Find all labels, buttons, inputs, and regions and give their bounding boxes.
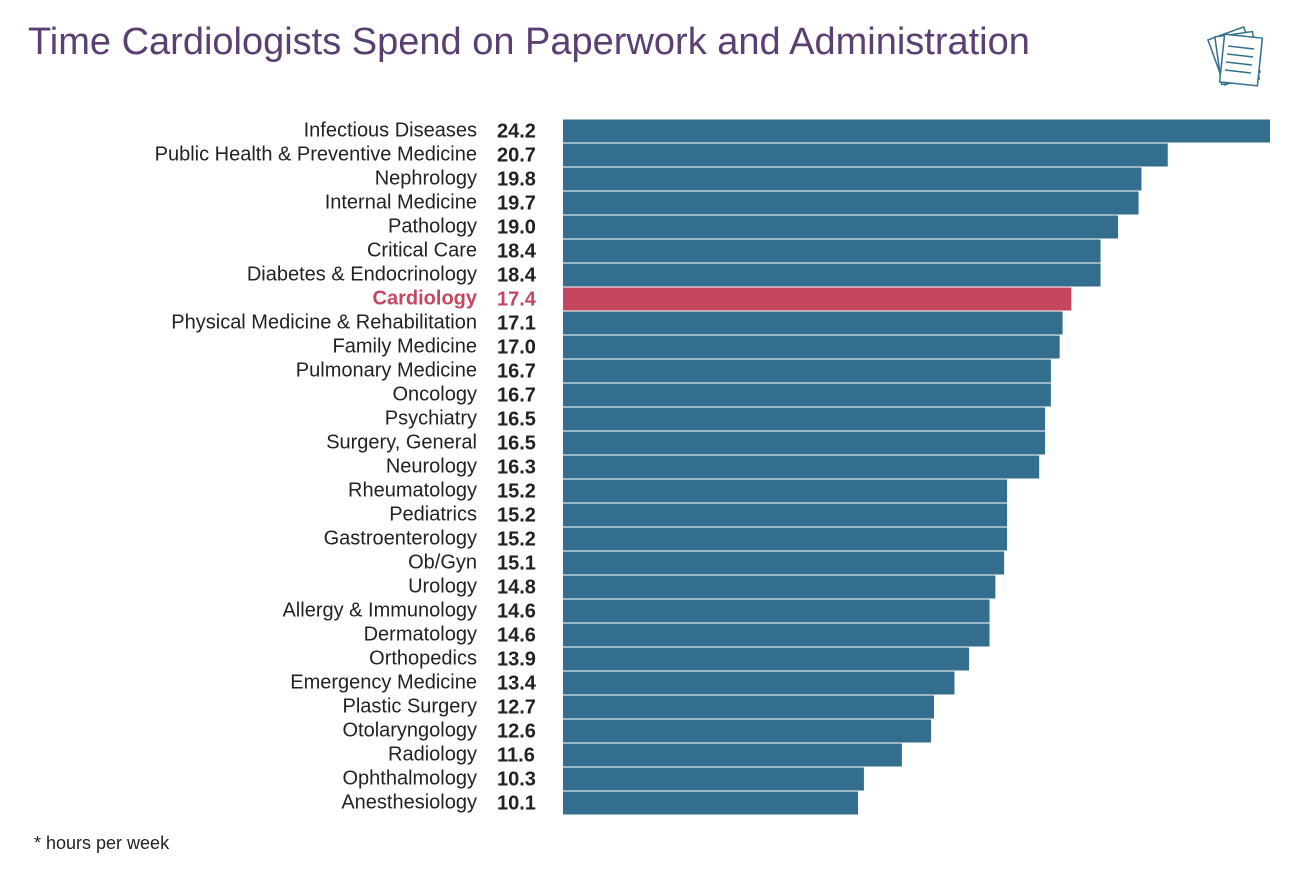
- category-label: Family Medicine: [333, 335, 477, 357]
- category-label: Pediatrics: [389, 503, 477, 525]
- value-label: 11.6: [497, 744, 535, 766]
- value-label: 14.6: [497, 624, 536, 646]
- bar: [563, 791, 859, 815]
- value-label: 19.8: [497, 168, 536, 190]
- bar: [563, 599, 990, 623]
- category-label: Critical Care: [367, 239, 477, 261]
- category-label: Ophthalmology: [342, 767, 477, 789]
- value-label: 18.4: [497, 264, 537, 286]
- bar: [563, 719, 932, 743]
- value-label: 10.3: [497, 768, 536, 790]
- bar: [563, 551, 1005, 575]
- category-label: Allergy & Immunology: [282, 599, 477, 621]
- category-label: Internal Medicine: [325, 191, 477, 213]
- bar: [563, 479, 1008, 503]
- bar: [563, 695, 935, 719]
- bar: [563, 503, 1008, 527]
- category-label: Public Health & Preventive Medicine: [155, 143, 477, 165]
- footnote: * hours per week: [34, 833, 170, 853]
- bar: [563, 311, 1063, 335]
- value-label: 16.7: [497, 384, 536, 406]
- value-label: 20.7: [497, 144, 536, 166]
- category-label: Radiology: [388, 743, 477, 765]
- bar: [563, 623, 990, 647]
- value-label: 15.2: [497, 528, 536, 550]
- value-label: 17.1: [497, 312, 536, 334]
- bar: [563, 743, 902, 767]
- category-label: Psychiatry: [385, 407, 477, 429]
- category-label: Pathology: [388, 215, 477, 237]
- value-label: 10.1: [497, 792, 536, 814]
- bar: [563, 143, 1168, 167]
- category-label: Anesthesiology: [341, 791, 477, 813]
- value-label: 14.8: [497, 576, 536, 598]
- value-label: 15.2: [497, 504, 536, 526]
- category-label: Neurology: [386, 455, 477, 477]
- bar: [563, 167, 1142, 191]
- bar: [563, 527, 1008, 551]
- value-label: 15.2: [497, 480, 536, 502]
- bar: [563, 407, 1046, 431]
- category-label: Urology: [408, 575, 477, 597]
- paper-icon: [1206, 25, 1264, 87]
- category-label: Nephrology: [375, 167, 477, 189]
- value-label: 16.3: [497, 456, 536, 478]
- category-label: Oncology: [393, 383, 478, 405]
- value-label: 17.4: [497, 288, 537, 310]
- category-label: Surgery, General: [326, 431, 477, 453]
- bar: [563, 119, 1270, 143]
- value-label: 19.7: [497, 192, 536, 214]
- category-label: Pulmonary Medicine: [296, 359, 477, 381]
- value-label: 14.6: [497, 600, 536, 622]
- category-label: Rheumatology: [348, 479, 477, 501]
- value-label: 19.0: [497, 216, 536, 238]
- value-label: 16.5: [497, 432, 536, 454]
- bar: [563, 263, 1101, 287]
- category-label: Otolaryngology: [342, 719, 477, 741]
- value-label: 16.7: [497, 360, 536, 382]
- value-label: 12.7: [497, 696, 536, 718]
- bar: [563, 191, 1139, 215]
- category-label: Dermatology: [364, 623, 477, 645]
- value-label: 17.0: [497, 336, 536, 358]
- bar: [563, 575, 996, 599]
- chart-title: Time Cardiologists Spend on Paperwork an…: [28, 21, 1030, 63]
- value-label: 13.4: [497, 672, 537, 694]
- value-label: 13.9: [497, 648, 536, 670]
- value-label: 12.6: [497, 720, 536, 742]
- category-label: Gastroenterology: [324, 527, 477, 549]
- bar: [563, 767, 864, 791]
- bar: [563, 431, 1046, 455]
- bar: [563, 647, 970, 671]
- category-label: Diabetes & Endocrinology: [247, 263, 477, 285]
- category-label: Physical Medicine & Rehabilitation: [171, 311, 477, 333]
- value-label: 24.2: [497, 120, 536, 142]
- bar: [563, 383, 1051, 407]
- value-label: 15.1: [497, 552, 536, 574]
- value-label: 16.5: [497, 408, 536, 430]
- category-label: Emergency Medicine: [290, 671, 477, 693]
- bar: [563, 455, 1040, 479]
- category-label: Infectious Diseases: [304, 119, 477, 141]
- bar: [563, 287, 1072, 311]
- bar: [563, 239, 1101, 263]
- bar: [563, 215, 1119, 239]
- bar: [563, 671, 955, 695]
- bar: [563, 359, 1051, 383]
- category-label: Plastic Surgery: [343, 695, 478, 717]
- value-label: 18.4: [497, 240, 537, 262]
- bar: [563, 335, 1060, 359]
- category-label: Ob/Gyn: [408, 551, 477, 573]
- category-label: Orthopedics: [369, 647, 477, 669]
- category-label: Cardiology: [373, 287, 478, 309]
